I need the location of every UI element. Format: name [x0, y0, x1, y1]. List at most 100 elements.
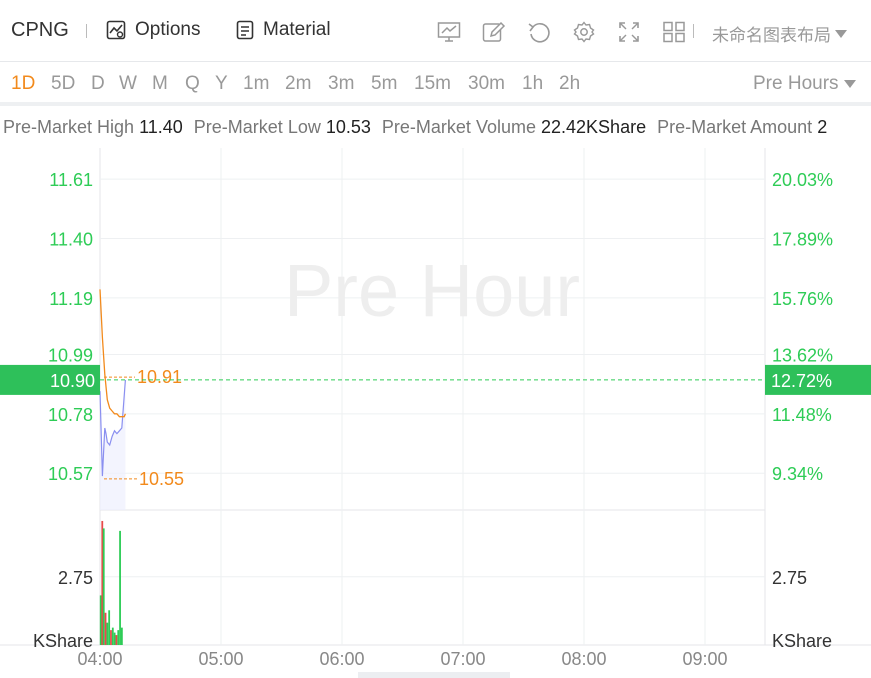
stat-amount-value: 2 — [817, 117, 828, 137]
time-tick-label: 08:00 — [561, 649, 606, 669]
time-tick-label: 07:00 — [440, 649, 485, 669]
percent-tick-label: 20.03% — [772, 170, 833, 190]
chevron-down-icon — [843, 80, 856, 88]
period-y[interactable]: Y — [215, 73, 228, 94]
volume-unit-label: KShare — [772, 631, 832, 651]
current-price-badge — [0, 364, 100, 395]
session-label: Pre Hours — [753, 73, 839, 94]
material-button[interactable]: Material — [236, 19, 331, 41]
period-q[interactable]: Q — [185, 73, 200, 94]
volume-tick-label: 2.75 — [772, 568, 807, 588]
period-d[interactable]: D — [91, 73, 105, 94]
period-1h[interactable]: 1h — [522, 73, 544, 94]
indicator-icon[interactable] — [426, 18, 471, 46]
material-label: Material — [263, 19, 331, 40]
chart-scroll-handle[interactable] — [358, 672, 510, 678]
period-1d[interactable]: 1D — [11, 73, 36, 94]
volume-bar — [102, 528, 105, 645]
stat-low-value: 10.53 — [325, 117, 371, 137]
current-price-indicator: 10.90 12.72% — [0, 364, 871, 395]
volume-bar — [113, 632, 116, 645]
period-3m[interactable]: 3m — [328, 73, 355, 94]
stat-low-label: Pre-Market Low — [193, 117, 321, 137]
toolbar-icon-group — [426, 18, 696, 46]
percent-tick-label: 11.48% — [772, 405, 832, 425]
volume-bar — [99, 595, 102, 645]
volume-unit-label: KShare — [33, 631, 93, 651]
volume-bar — [110, 630, 112, 645]
stat-volume-label: Pre-Market Volume — [381, 117, 536, 137]
chart-watermark: Pre Hour — [284, 249, 580, 332]
layout-grid-icon[interactable] — [651, 18, 696, 46]
period-w[interactable]: W — [119, 73, 137, 94]
settings-icon[interactable] — [561, 18, 606, 46]
time-tick-label: 04:00 — [77, 649, 122, 669]
layout-dropdown[interactable]: 未命名图表布局 — [712, 21, 847, 46]
percent-tick-label: 9.34% — [772, 464, 823, 484]
chart-axes: 11.61 20.03% 11.40 17.89% 11.19 15.76% 10.99 13… — [33, 170, 833, 669]
stat-high-value: 11.40 — [139, 117, 183, 137]
current-change-value: 12.72% — [771, 371, 832, 391]
period-5m[interactable]: 5m — [371, 73, 398, 94]
chevron-down-icon — [835, 29, 847, 38]
price-markers: 10.91 10.55 — [104, 367, 184, 489]
average-line — [99, 379, 126, 477]
undo-icon[interactable] — [516, 18, 561, 46]
stat-amount-label: Pre-Market Amount — [657, 117, 813, 137]
symbol-label[interactable]: CPNG — [11, 19, 69, 41]
material-document-icon — [236, 20, 254, 40]
price-series — [99, 289, 127, 510]
average-area — [100, 379, 126, 510]
period-bar: 1D 5D D W M Q Y 1m 2m 3m 5m 15m 30m 1h 2… — [0, 62, 871, 106]
price-tick-label: 11.40 — [49, 230, 93, 250]
volume-tick-label: 2.75 — [58, 568, 93, 588]
volume-bar — [106, 622, 109, 645]
price-tick-label: 10.78 — [48, 405, 93, 425]
percent-tick-label: 17.89% — [772, 230, 833, 250]
options-label: Options — [135, 19, 201, 40]
period-15m[interactable]: 15m — [414, 73, 451, 94]
current-price-value: 10.90 — [50, 371, 95, 391]
volume-bar — [120, 627, 123, 645]
time-tick-label: 06:00 — [319, 649, 364, 669]
price-tick-label: 11.19 — [49, 289, 93, 309]
toolbar-divider — [86, 24, 87, 38]
premarket-stats: Pre-Market High 11.40 Pre-Market Low 10.… — [3, 117, 871, 141]
price-line — [99, 289, 127, 418]
period-2h[interactable]: 2h — [559, 73, 581, 94]
percent-tick-label: 15.76% — [772, 289, 833, 309]
time-tick-label: 09:00 — [682, 649, 727, 669]
chart-toolbar: CPNG Options Material — [0, 0, 871, 62]
percent-tick-label: 13.62% — [772, 345, 833, 365]
price-tick-label: 11.61 — [49, 170, 93, 190]
volume-bar — [104, 612, 107, 645]
options-button[interactable]: Options — [106, 19, 200, 41]
period-m[interactable]: M — [152, 73, 168, 94]
draw-icon[interactable] — [471, 18, 516, 46]
period-1m[interactable]: 1m — [243, 73, 270, 94]
high-marker-label: 10.91 — [137, 367, 182, 387]
time-tick-label: 05:00 — [198, 649, 243, 669]
volume-bar — [117, 630, 120, 645]
price-tick-label: 10.57 — [48, 464, 93, 484]
period-5d[interactable]: 5D — [51, 73, 76, 94]
period-30m[interactable]: 30m — [468, 73, 505, 94]
toolbar-divider — [693, 24, 694, 38]
options-chart-icon — [106, 20, 126, 40]
price-tick-label: 10.99 — [48, 345, 93, 365]
volume-bar — [111, 627, 114, 645]
stat-volume-value: 22.42KShare — [541, 117, 647, 137]
layout-name: 未命名图表布局 — [712, 26, 831, 45]
stat-high-label: Pre-Market High — [3, 117, 135, 137]
session-dropdown[interactable]: Pre Hours — [753, 73, 856, 95]
fullscreen-icon[interactable] — [606, 18, 651, 46]
volume-bar — [108, 610, 111, 645]
volume-bar — [101, 520, 104, 645]
period-2m[interactable]: 2m — [285, 73, 312, 94]
low-marker-label: 10.55 — [139, 469, 184, 489]
chart-grid — [0, 148, 871, 646]
volume-bars — [99, 520, 123, 645]
volume-bar — [115, 635, 118, 645]
volume-bar — [119, 530, 121, 645]
